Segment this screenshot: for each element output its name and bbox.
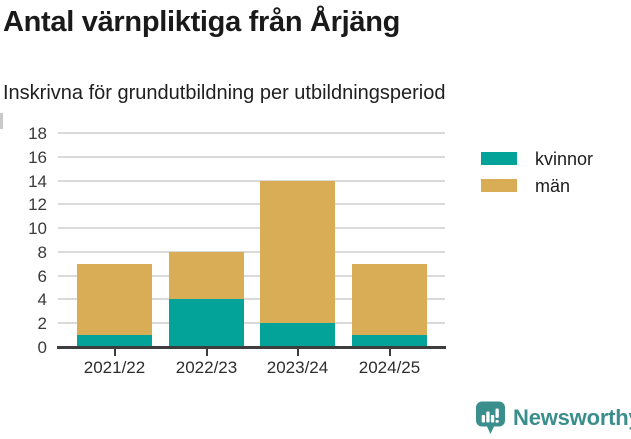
y-axis-tick-label: 16 [28,147,47,167]
bar-segment-kvinnor-2022/23 [169,299,244,347]
x-axis-category-label: 2022/23 [175,358,238,377]
gridline-y-2 [58,322,445,325]
legend-swatch-icon [481,179,517,192]
newsworthy-logo-icon [476,401,505,434]
brand-name: Newsworthy [513,405,631,430]
x-axis-category-label: 2021/22 [83,358,146,377]
gridline-y-14 [58,179,445,182]
y-axis-tick-label: 18 [28,124,47,143]
x-axis-tick [113,349,116,356]
bar-segment-män-2023/24 [260,180,335,324]
legend: kvinnor män [481,145,593,199]
legend-item-män: män [481,172,593,199]
x-axis-category-label: 2023/24 [266,358,329,377]
y-axis-tick-label: 4 [37,290,47,310]
x-axis-tick [296,349,299,356]
y-axis-tick-label: 6 [37,266,47,286]
chart-title: Antal värnpliktiga från Årjäng [3,6,401,38]
gridline-y-6 [58,274,445,277]
gridline-y-12 [58,203,445,206]
bar-segment-kvinnor-2023/24 [260,323,335,347]
bar-segment-män-2024/25 [352,263,427,336]
bar-segment-kvinnor-2024/25 [352,335,427,347]
gridline-y-18 [58,132,445,134]
x-axis-tick [205,349,208,356]
chart-subtitle: Inskrivna för grundutbildning per utbild… [3,82,446,104]
gridline-y-10 [58,227,445,230]
left-edge-artifact [0,113,3,129]
legend-swatch-icon [481,152,517,165]
legend-label: kvinnor [535,148,594,169]
gridline-y-4 [58,298,445,301]
gridline-y-8 [58,250,445,253]
y-axis-tick-label: 14 [28,171,47,191]
bar-segment-män-2021/22 [77,263,152,336]
y-axis-tick-label: 12 [28,195,47,215]
legend-item-kvinnor: kvinnor [481,145,593,172]
y-axis-tick-label: 0 [37,338,47,357]
x-axis-line [57,346,446,349]
y-axis-tick-label: 10 [28,219,47,239]
y-axis-tick-label: 8 [37,242,47,262]
legend-label: män [535,175,571,196]
x-axis-tick [388,349,391,356]
bar-segment-män-2022/23 [169,251,244,300]
brand-footer: Newsworthy [475,401,631,435]
gridline-y-16 [58,155,445,158]
x-axis-category-label: 2024/25 [358,358,421,377]
bar-segment-kvinnor-2021/22 [77,335,152,347]
y-axis-tick-label: 2 [37,314,47,334]
